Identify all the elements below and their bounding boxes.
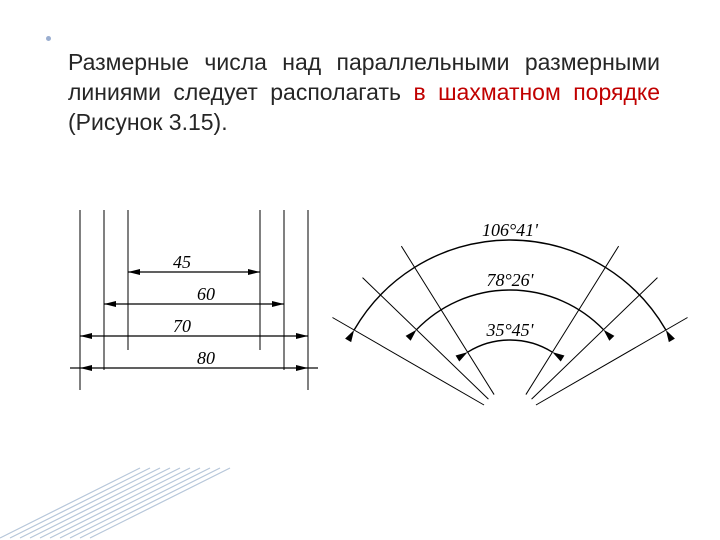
svg-text:78°26': 78°26' (486, 270, 534, 290)
svg-text:106°41': 106°41' (482, 220, 539, 240)
text-part2: (Рисунок 3.15). (68, 109, 228, 135)
svg-text:35°45': 35°45' (485, 320, 534, 340)
slide: { "text": { "part1": "Размерные числа на… (0, 0, 720, 540)
bullet-dot (46, 36, 51, 41)
svg-text:45: 45 (173, 252, 191, 272)
svg-text:80: 80 (197, 348, 215, 368)
body-paragraph: Размерные числа над параллельными размер… (68, 47, 660, 137)
linear-dimension-diagram: 45 60 70 80 (60, 200, 340, 410)
text-emphasis: в шахматном порядке (413, 79, 660, 105)
corner-decoration (0, 430, 260, 540)
svg-text:70: 70 (173, 316, 191, 336)
figure-area: 45 60 70 80 35°45' 78°26' 106°41' (30, 160, 690, 470)
svg-text:60: 60 (197, 284, 215, 304)
angular-dimension-diagram: 35°45' 78°26' 106°41' (330, 160, 690, 440)
